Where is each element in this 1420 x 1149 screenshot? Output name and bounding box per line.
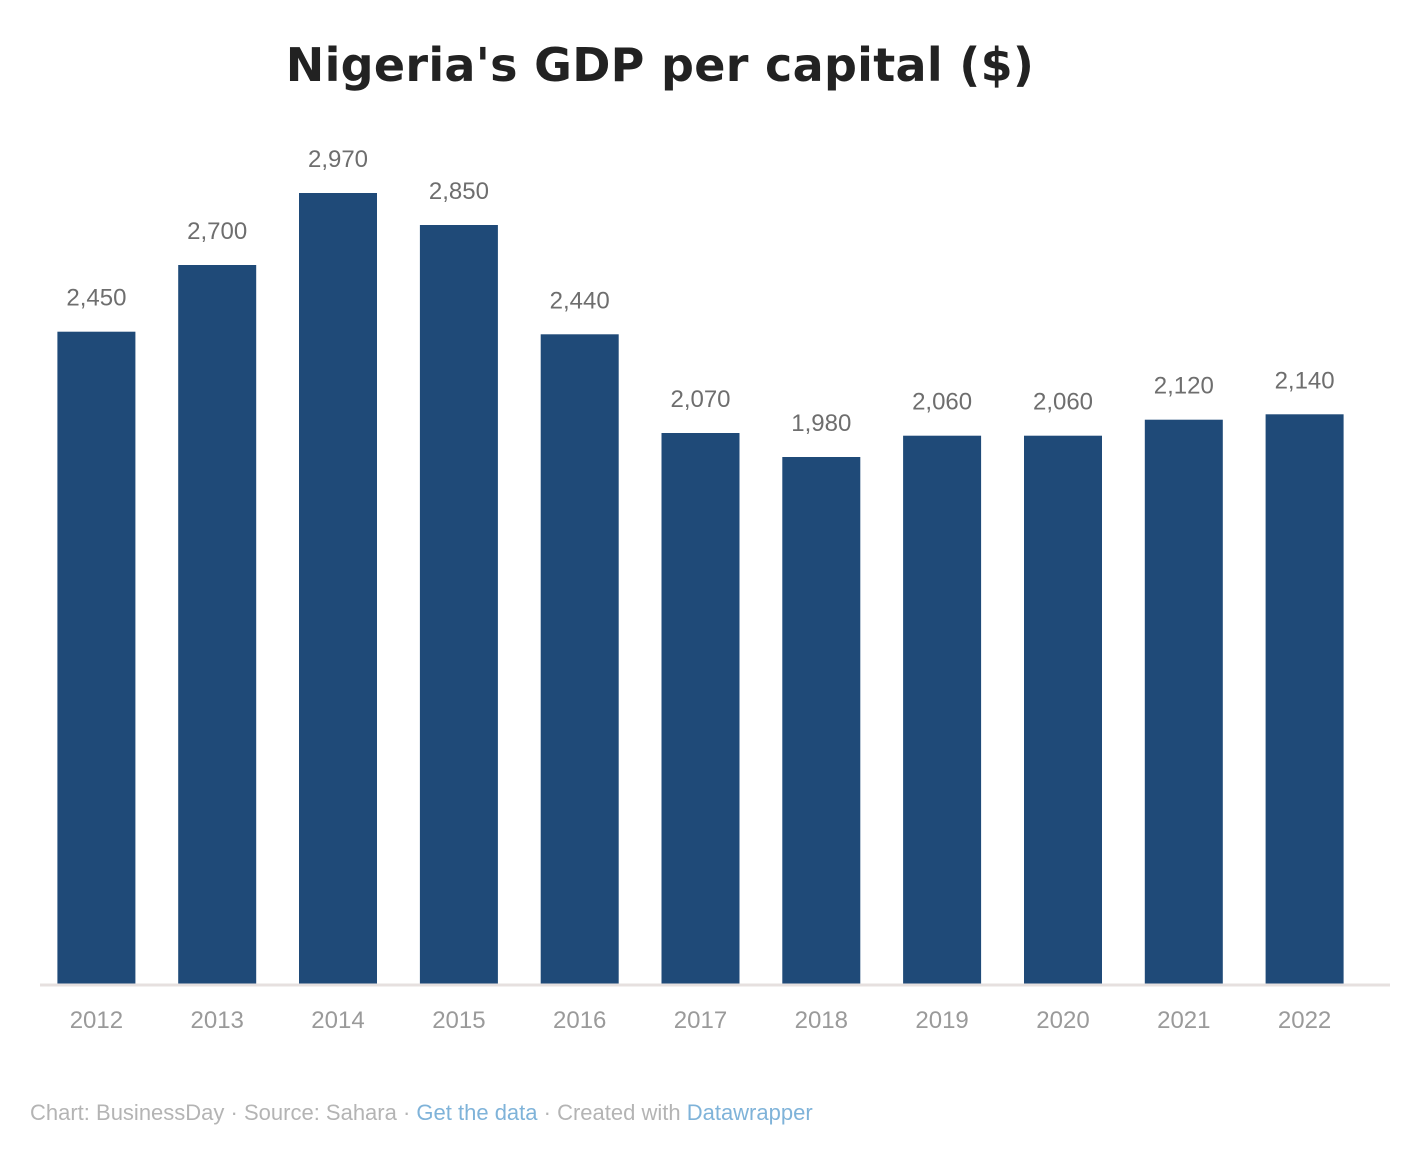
x-tick-label: 2016 bbox=[553, 1007, 606, 1034]
created-with-text: Created with bbox=[557, 1100, 687, 1125]
bar-value-label: 2,850 bbox=[429, 178, 489, 205]
bar-2012 bbox=[57, 331, 136, 985]
x-tick-label: 2014 bbox=[311, 1007, 364, 1034]
x-tick-label: 2013 bbox=[191, 1007, 244, 1034]
bar-value-label: 2,140 bbox=[1275, 367, 1335, 394]
bar-value-label: 2,120 bbox=[1154, 373, 1214, 400]
value-labels-layer: 2,450 2,700 2,970 2,850 2,440 2,070 1,980 2,060… bbox=[66, 146, 1334, 437]
x-tick-label: 2012 bbox=[70, 1007, 123, 1034]
bar-2013 bbox=[178, 265, 257, 985]
bar-2018 bbox=[782, 457, 861, 985]
x-tick-label: 2021 bbox=[1157, 1007, 1210, 1034]
bar-value-label: 2,700 bbox=[187, 218, 247, 245]
x-tick-label: 2017 bbox=[674, 1007, 727, 1034]
bar-2017 bbox=[661, 433, 740, 985]
bar-2020 bbox=[1024, 435, 1102, 985]
footer-separator: · bbox=[224, 1100, 244, 1125]
bars-layer bbox=[57, 193, 1344, 985]
chart-footer: Chart: BusinessDay · Source: Sahara · Ge… bbox=[30, 1100, 813, 1126]
bar-value-label: 2,060 bbox=[1033, 389, 1093, 416]
x-tick-label: 2019 bbox=[915, 1007, 968, 1034]
bar-2021 bbox=[1144, 419, 1223, 985]
x-tick-labels-layer: 2012 2013 2014 2015 2016 2017 2018 2019 2020 2021… bbox=[70, 1007, 1332, 1034]
bar-value-label: 1,980 bbox=[791, 410, 851, 437]
bar-value-label: 2,450 bbox=[66, 285, 126, 312]
x-tick-label: 2020 bbox=[1036, 1007, 1089, 1034]
datawrapper-link[interactable]: Datawrapper bbox=[686, 1100, 813, 1125]
chart-credit: Chart: BusinessDay bbox=[30, 1100, 225, 1125]
bar-2016 bbox=[540, 334, 619, 985]
chart-title: Nigeria's GDP per capital ($) bbox=[285, 38, 1035, 92]
bar-2015 bbox=[419, 225, 498, 985]
footer-separator: · bbox=[537, 1100, 558, 1125]
source-credit: Source: Sahara bbox=[243, 1100, 397, 1125]
bar-2014 bbox=[299, 193, 377, 985]
get-the-data-link[interactable]: Get the data bbox=[416, 1100, 538, 1125]
x-tick-label: 2018 bbox=[795, 1007, 848, 1034]
bar-value-label: 2,970 bbox=[308, 146, 368, 173]
footer-separator: · bbox=[396, 1100, 417, 1125]
bar-value-label: 2,440 bbox=[550, 287, 610, 314]
bar-value-label: 2,070 bbox=[670, 386, 730, 413]
bar-2019 bbox=[903, 435, 982, 985]
x-tick-label: 2022 bbox=[1278, 1007, 1331, 1034]
x-tick-label: 2015 bbox=[432, 1007, 485, 1034]
bar-2022 bbox=[1265, 414, 1344, 985]
bar-value-label: 2,060 bbox=[912, 389, 972, 416]
